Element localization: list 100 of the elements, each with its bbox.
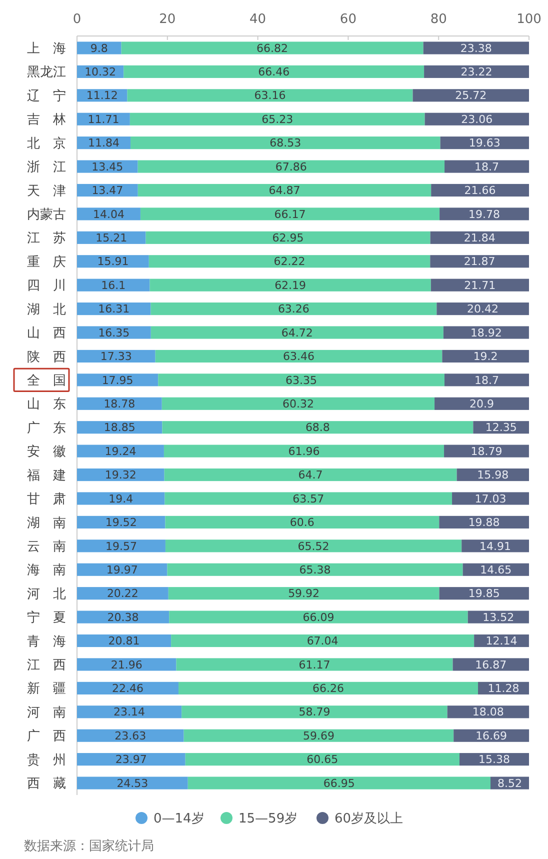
data-label: 17.03 [474,492,506,506]
data-label: 16.1 [101,278,126,292]
x-tick-label: 20 [159,12,176,27]
data-label: 23.06 [461,112,493,126]
bar [155,350,442,363]
x-tick-label: 40 [250,12,266,27]
bar [443,326,529,339]
data-label: 65.23 [262,112,294,126]
bar [77,444,164,458]
data-label: 18.08 [472,706,504,719]
data-label: 13.47 [92,184,124,198]
data-label: 16.35 [98,326,130,340]
data-label: 23.38 [460,42,492,55]
data-label: 21.71 [464,278,496,292]
bar [176,658,453,671]
data-label: 18.79 [470,444,502,458]
bar [444,374,529,386]
data-label: 19.85 [468,587,500,600]
data-label: 60.65 [306,753,338,766]
x-tick-label: 100 [516,12,542,27]
bar [442,350,529,363]
bar [77,516,166,528]
data-label: 59.92 [288,587,320,600]
y-tick-label: 上海 [27,42,66,57]
bar [130,136,440,150]
data-label: 66.26 [312,682,344,696]
y-tick-label: 云南 [27,539,66,554]
bar [77,42,122,54]
bar [77,468,164,482]
bar [434,397,529,410]
data-label: 66.82 [256,42,288,55]
data-label: 18.92 [470,326,502,340]
y-tick-label: 浙江 [27,160,66,176]
bar [436,302,529,316]
bar [77,160,138,173]
data-label: 17.95 [102,374,134,387]
data-label: 12.14 [486,634,518,648]
y-tick-label: 西藏 [27,776,66,792]
data-label: 58.79 [298,706,330,719]
data-label: 18.85 [104,421,136,434]
data-label: 19.4 [108,492,134,506]
y-tick-label: 山西 [27,326,66,342]
bar [452,658,529,671]
bar [444,160,530,173]
data-label: 22.46 [112,682,144,696]
bar [77,658,176,671]
data-label: 64.87 [268,184,300,198]
bar [178,682,478,694]
data-label: 63.46 [283,350,314,364]
bar [124,65,424,78]
data-label: 62.95 [272,232,304,245]
data-label: 18.7 [474,160,500,174]
bar [77,563,168,576]
data-label: 21.96 [110,658,142,672]
bar [452,492,529,505]
y-tick-label: 四川 [27,278,66,294]
data-label: 20.42 [467,302,499,316]
bar [150,302,437,316]
data-label: 64.72 [281,326,313,340]
data-label: 16.87 [475,658,507,672]
data-label: 20.38 [107,610,139,624]
bar [171,634,474,648]
bar [430,278,529,292]
bar [164,444,444,458]
data-label: 23.22 [460,66,492,79]
data-label: 14.65 [480,563,512,576]
y-tick-label: 北京 [27,136,66,152]
y-tick-label: 山东 [27,397,66,412]
data-label: 19.88 [468,516,500,530]
y-tick-label: 福建 [27,468,66,484]
bar [423,42,529,54]
data-label: 66.95 [323,776,355,790]
bar [182,706,448,718]
bar [424,112,529,126]
data-label: 67.86 [275,160,307,174]
bar [127,89,413,102]
bar [439,587,529,600]
data-label: 67.04 [306,634,338,648]
data-label: 66.17 [274,208,306,221]
bar [185,753,460,766]
y-tick-label: 天津 [27,184,66,199]
bar [77,587,168,600]
bar [77,729,184,742]
y-tick-label: 江西 [27,658,66,674]
bar [431,184,529,197]
bar [138,184,432,197]
bar [148,255,430,268]
data-label: 14.04 [92,208,124,221]
data-label: 19.32 [104,468,136,482]
y-tick-label: 海南 [27,563,66,578]
data-label: 15.38 [478,753,510,766]
data-label: 65.38 [299,563,331,576]
bar [165,516,440,528]
bar [146,231,430,244]
bar [77,706,182,718]
bar [162,421,474,434]
y-tick-label: 辽宁 [27,88,66,104]
bar [164,492,452,505]
data-label: 19.78 [468,208,500,221]
data-label: 13.52 [482,610,514,624]
